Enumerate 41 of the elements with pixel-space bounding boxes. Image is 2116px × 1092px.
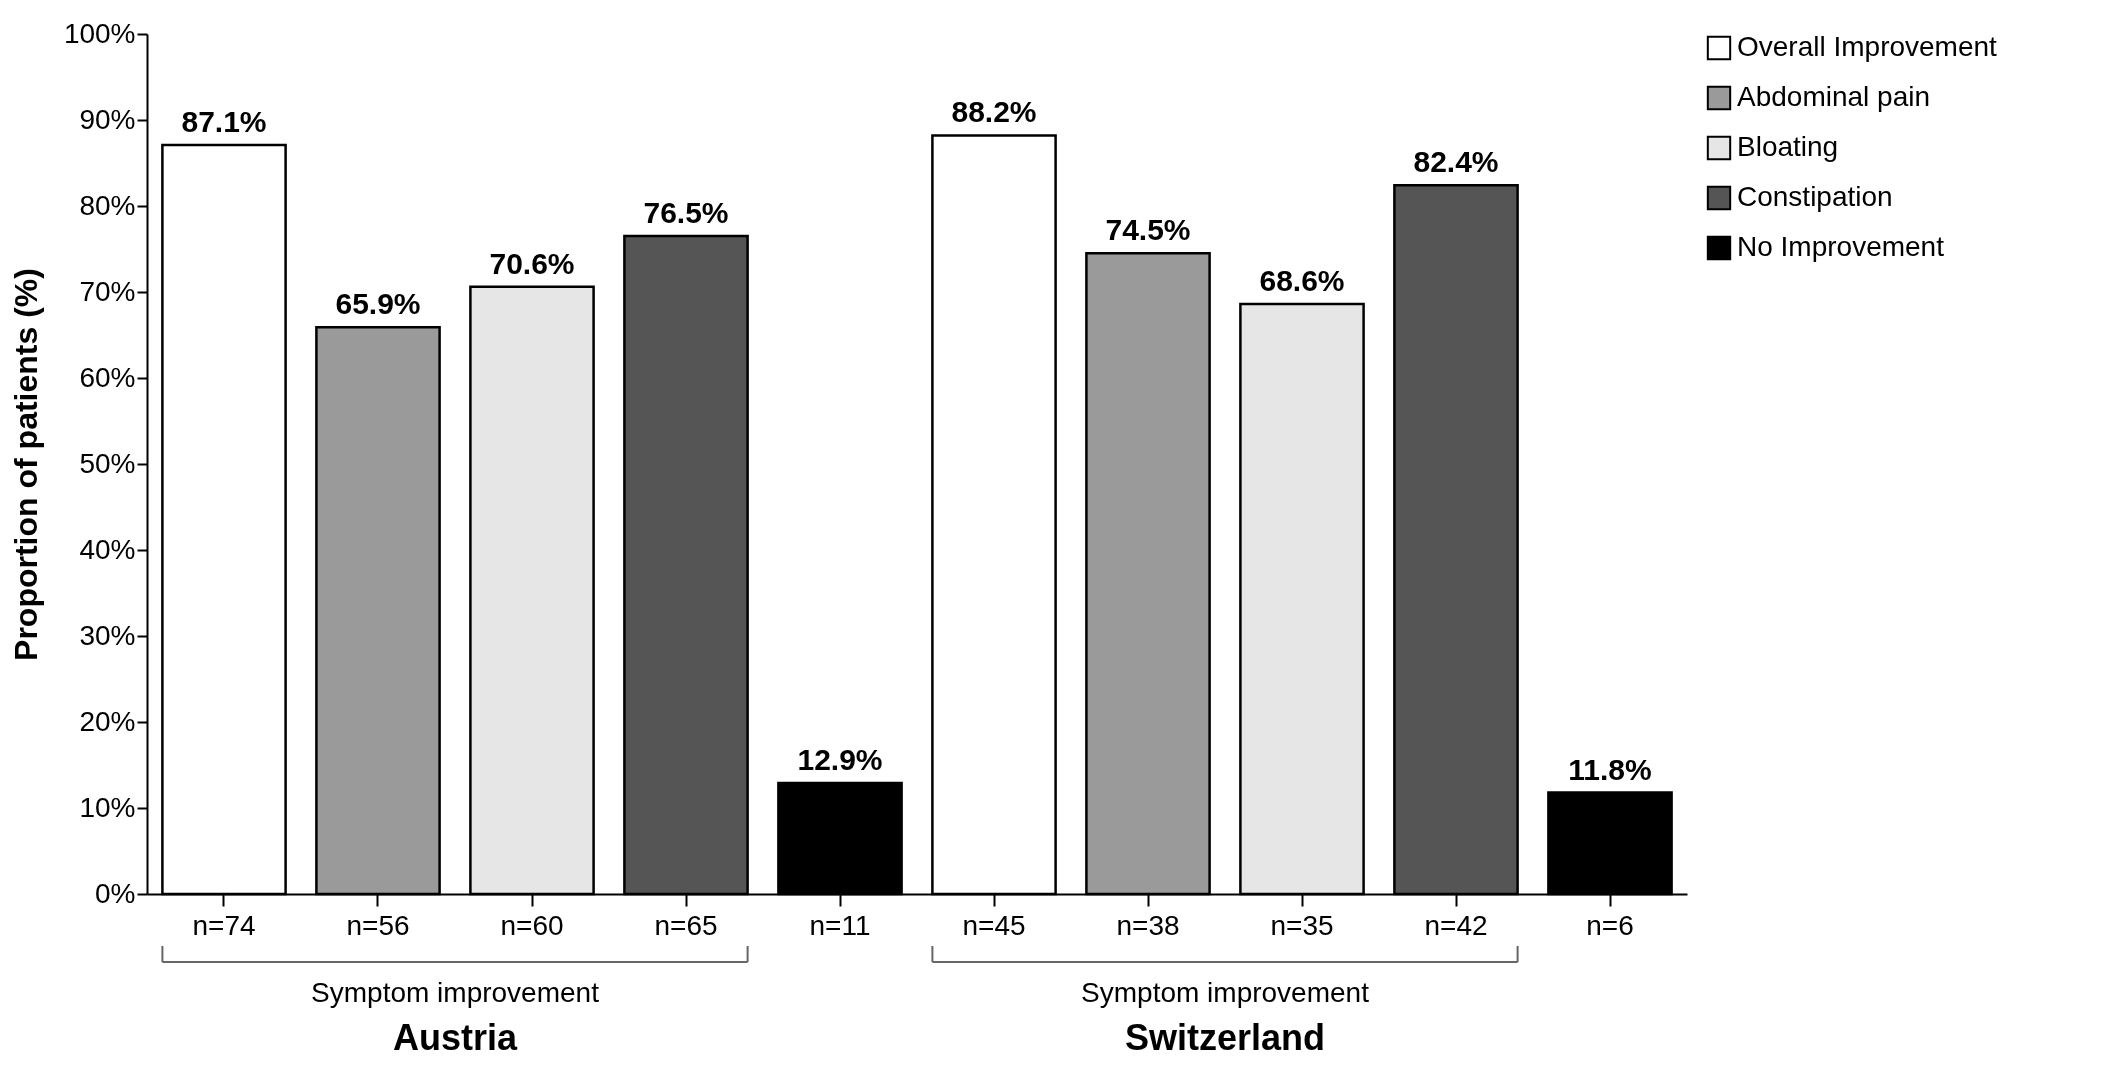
y-tick-label: 70%: [79, 275, 136, 307]
data-label: 87.1%: [181, 104, 267, 138]
x-tick-label: n=45: [962, 909, 1026, 941]
legend-label: Overall Improvement: [1737, 31, 1998, 62]
x-tick-label: n=6: [1586, 909, 1634, 941]
text: Austria: [392, 1017, 518, 1058]
y-tick-label: 40%: [79, 533, 136, 565]
data-label: 74.5%: [1105, 213, 1191, 247]
data-label: 88.2%: [951, 95, 1037, 129]
x-tick-label: n=11: [809, 909, 871, 941]
x-tick-label: n=60: [500, 909, 564, 941]
data-label: 82.4%: [1413, 145, 1499, 179]
x-tick-label: n=65: [654, 909, 718, 941]
legend-label: Bloating: [1737, 131, 1839, 162]
data-label: 65.9%: [335, 287, 421, 321]
legend-label: No Improvement: [1737, 231, 1945, 262]
text: Switzerland: [1124, 1017, 1326, 1058]
legend-label: Constipation: [1737, 181, 1893, 212]
legend-label: Abdominal pain: [1737, 81, 1931, 112]
text: Symptom improvement: [311, 977, 600, 1008]
y-tick-label: 80%: [79, 189, 136, 221]
y-axis-title: Proportion of patients (%): [7, 268, 44, 661]
y-tick-label: 20%: [79, 705, 136, 737]
x-tick-label: n=42: [1424, 909, 1488, 941]
y-tick-label: 0%: [95, 877, 136, 909]
data-label: 12.9%: [797, 743, 883, 777]
data-label: 68.6%: [1259, 264, 1345, 298]
data-label: 76.5%: [643, 196, 729, 230]
y-tick-label: 10%: [79, 791, 136, 823]
y-tick-label: 100%: [63, 17, 136, 49]
x-tick-label: n=74: [192, 909, 256, 941]
x-tick-label: n=38: [1116, 909, 1180, 941]
y-tick-label: 90%: [79, 103, 136, 135]
data-label: 11.8%: [1568, 752, 1652, 786]
x-tick-label: n=35: [1270, 909, 1334, 941]
y-tick-label: 50%: [79, 447, 136, 479]
y-tick-label: 60%: [79, 361, 136, 393]
text: Symptom improvement: [1081, 977, 1370, 1008]
data-label: 70.6%: [489, 246, 575, 280]
y-tick-label: 30%: [79, 619, 136, 651]
x-tick-label: n=56: [346, 909, 410, 941]
